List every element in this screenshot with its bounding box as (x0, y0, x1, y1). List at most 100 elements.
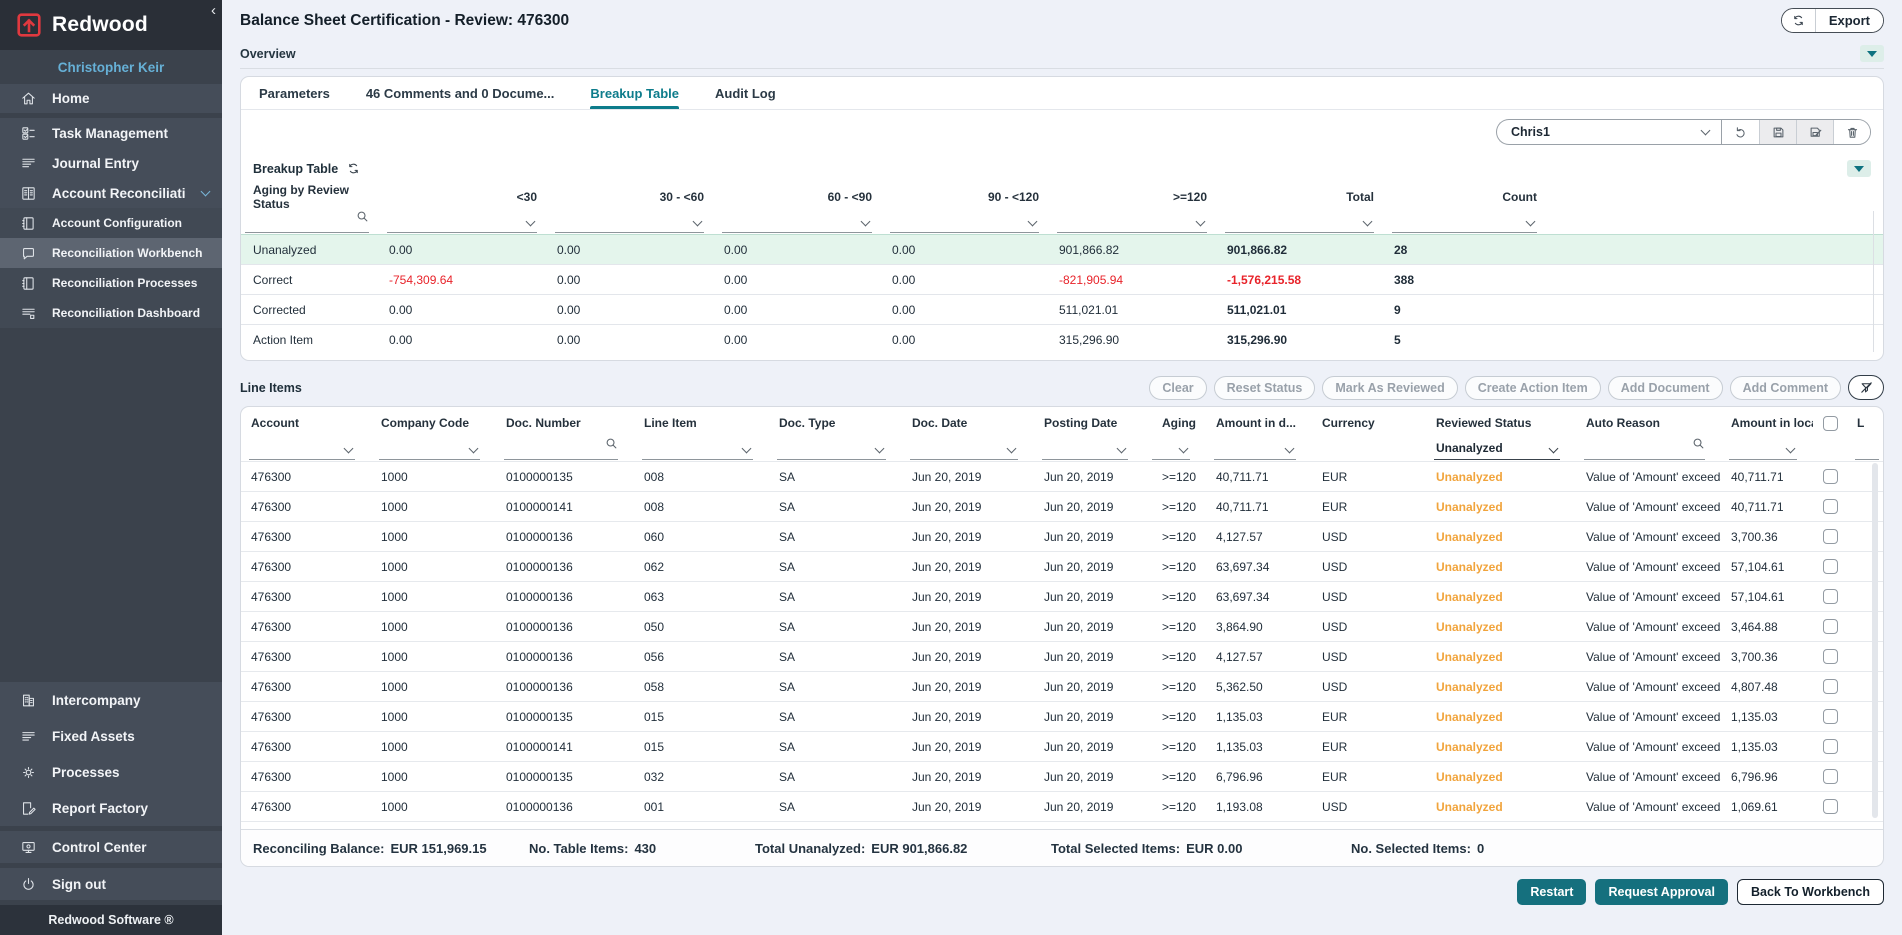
clear-button[interactable]: Clear (1149, 376, 1206, 400)
row-checkbox[interactable] (1823, 529, 1838, 544)
clear-filter-button[interactable] (1848, 375, 1884, 400)
row-checkbox[interactable] (1823, 709, 1838, 724)
table-row[interactable]: 476300 1000 0100000135 015 SA Jun 20, 20… (241, 701, 1883, 731)
save-button[interactable] (1759, 120, 1796, 144)
request-approval-button[interactable]: Request Approval (1595, 879, 1728, 905)
doc-type-cell: SA (769, 710, 902, 724)
sidebar-item-home[interactable]: Home (0, 84, 222, 113)
select-all-checkbox[interactable] (1823, 416, 1838, 431)
table-row[interactable]: 476300 1000 0100000136 060 SA Jun 20, 20… (241, 521, 1883, 551)
sidebar-item-fixed-assets[interactable]: Fixed Assets (0, 718, 222, 754)
table-row[interactable]: 476300 1000 0100000136 050 SA Jun 20, 20… (241, 611, 1883, 641)
add-comment-button[interactable]: Add Comment (1730, 376, 1841, 400)
tab-audit-log[interactable]: Audit Log (715, 77, 776, 109)
restart-button[interactable]: Restart (1517, 879, 1586, 905)
reset-status-button[interactable]: Reset Status (1214, 376, 1316, 400)
overview-collapse-button[interactable] (1860, 45, 1884, 62)
save-as-button[interactable] (1796, 120, 1833, 144)
export-button[interactable]: Export (1816, 9, 1883, 32)
filter-dropdown[interactable] (1214, 438, 1296, 460)
delete-button[interactable] (1833, 120, 1870, 144)
sidebar-item-account-reconciliation[interactable]: Account Reconciliati (0, 178, 222, 208)
table-row[interactable]: 476300 1000 0100000141 015 SA Jun 20, 20… (241, 731, 1883, 761)
row-checkbox[interactable] (1823, 469, 1838, 484)
status-filter-input[interactable] (245, 211, 369, 233)
breakup-row-unanalyzed[interactable]: Unanalyzed 0.00 0.00 0.00 0.00 901,866.8… (241, 234, 1883, 264)
sidebar-collapse-icon[interactable]: ‹ (211, 2, 216, 19)
filter-dropdown[interactable] (642, 438, 753, 460)
reviewed-status-filter[interactable]: Unanalyzed (1434, 438, 1560, 460)
filter-dropdown[interactable] (910, 438, 1018, 460)
sidebar-item-reconciliation-dashboard[interactable]: Reconciliation Dashboard (0, 298, 222, 328)
sidebar-item-processes[interactable]: Processes (0, 754, 222, 790)
report-pencil-icon (18, 798, 38, 818)
row-checkbox[interactable] (1823, 769, 1838, 784)
aging-cell: >=120 (1144, 800, 1206, 814)
breakup-refresh-button[interactable] (346, 161, 361, 176)
back-to-workbench-button[interactable]: Back To Workbench (1737, 879, 1884, 905)
breakup-row-corrected[interactable]: Corrected 0.00 0.00 0.00 0.00 511,021.01… (241, 294, 1883, 324)
tab-parameters[interactable]: Parameters (259, 77, 330, 109)
sidebar-item-task-management[interactable]: Task Management (0, 118, 222, 148)
filter-input[interactable] (1855, 438, 1879, 460)
breakup-scrollbar[interactable] (1873, 211, 1874, 352)
breakup-collapse-button[interactable] (1847, 160, 1871, 177)
table-row[interactable]: 476300 1000 0100000136 062 SA Jun 20, 20… (241, 551, 1883, 581)
row-checkbox[interactable] (1823, 649, 1838, 664)
filter-dropdown[interactable] (1225, 211, 1374, 233)
auto-reason-filter-input[interactable] (1584, 438, 1705, 460)
row-checkbox[interactable] (1823, 499, 1838, 514)
row-checkbox[interactable] (1823, 799, 1838, 814)
filter-dropdown[interactable] (555, 211, 704, 233)
doc-type-cell: SA (769, 740, 902, 754)
currency-filter (1320, 438, 1410, 460)
table-row[interactable]: 476300 1000 0100000135 032 SA Jun 20, 20… (241, 761, 1883, 791)
row-checkbox[interactable] (1823, 589, 1838, 604)
sidebar-item-reconciliation-workbench[interactable]: Reconciliation Workbench (0, 238, 222, 268)
filter-dropdown[interactable] (777, 438, 886, 460)
sidebar-item-journal-entry[interactable]: Journal Entry (0, 148, 222, 178)
filter-dropdown[interactable] (890, 211, 1039, 233)
filter-dropdown[interactable] (1729, 438, 1797, 460)
create-action-item-button[interactable]: Create Action Item (1465, 376, 1601, 400)
doc-date-cell: Jun 20, 2019 (902, 680, 1034, 694)
row-checkbox[interactable] (1823, 559, 1838, 574)
line-items-scrollbar[interactable] (1872, 463, 1878, 818)
filter-dropdown[interactable] (1392, 211, 1537, 233)
sidebar-item-account-configuration[interactable]: Account Configuration (0, 208, 222, 238)
refresh-button[interactable] (1782, 9, 1816, 32)
filter-dropdown[interactable] (1057, 211, 1207, 233)
row-checkbox[interactable] (1823, 739, 1838, 754)
sidebar-item-control-center[interactable]: Control Center (0, 831, 222, 863)
tab-comments-documents[interactable]: 46 Comments and 0 Docume... (366, 77, 555, 109)
table-row[interactable]: 476300 1000 0100000141 008 SA Jun 20, 20… (241, 491, 1883, 521)
doc-number-filter-input[interactable] (504, 438, 618, 460)
row-checkbox[interactable] (1823, 619, 1838, 634)
sidebar-item-sign-out[interactable]: Sign out (0, 868, 222, 900)
undo-button[interactable] (1722, 120, 1759, 144)
tab-breakup-table[interactable]: Breakup Table (590, 77, 679, 109)
table-row[interactable]: 476300 1000 0100000136 001 SA Jun 20, 20… (241, 791, 1883, 821)
reviewed-status-cell: Unanalyzed (1426, 500, 1576, 514)
breakup-row-correct[interactable]: Correct -754,309.64 0.00 0.00 0.00 -821,… (241, 264, 1883, 294)
table-row[interactable]: 476300 1000 0100000136 056 SA Jun 20, 20… (241, 641, 1883, 671)
filter-dropdown[interactable] (387, 211, 537, 233)
filter-dropdown[interactable] (379, 438, 480, 460)
sidebar-item-reconciliation-processes[interactable]: Reconciliation Processes (0, 268, 222, 298)
sidebar-item-intercompany[interactable]: Intercompany (0, 682, 222, 718)
filter-dropdown[interactable] (1042, 438, 1128, 460)
table-row[interactable]: 476300 1000 0100000141 056 SA Jun 20, 20… (241, 821, 1883, 829)
filter-dropdown[interactable] (722, 211, 872, 233)
table-row[interactable]: 476300 1000 0100000136 063 SA Jun 20, 20… (241, 581, 1883, 611)
add-document-button[interactable]: Add Document (1608, 376, 1723, 400)
sidebar-item-report-factory[interactable]: Report Factory (0, 790, 222, 826)
mark-as-reviewed-button[interactable]: Mark As Reviewed (1322, 376, 1457, 400)
filter-dropdown[interactable] (249, 438, 355, 460)
view-select[interactable]: Chris1 (1496, 119, 1721, 145)
search-icon (355, 209, 370, 229)
row-checkbox[interactable] (1823, 679, 1838, 694)
table-row[interactable]: 476300 1000 0100000135 008 SA Jun 20, 20… (241, 461, 1883, 491)
table-row[interactable]: 476300 1000 0100000136 058 SA Jun 20, 20… (241, 671, 1883, 701)
filter-dropdown[interactable] (1152, 438, 1190, 460)
breakup-row-action-item[interactable]: Action Item 0.00 0.00 0.00 0.00 315,296.… (241, 324, 1883, 354)
